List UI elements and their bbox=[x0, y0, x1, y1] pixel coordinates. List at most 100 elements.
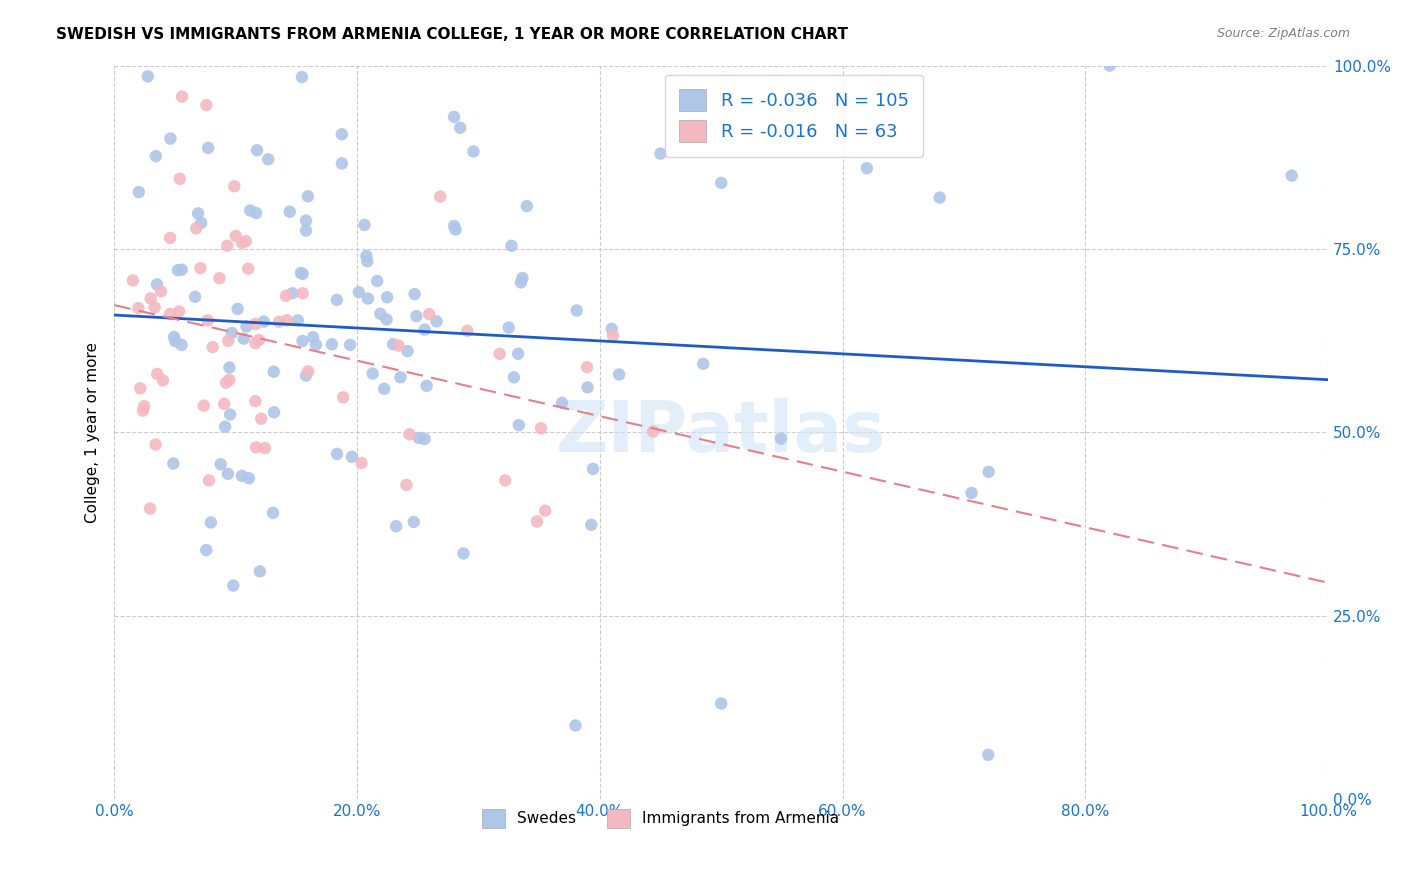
Point bbox=[195, 98, 218, 112]
Point bbox=[330, 128, 353, 142]
Point bbox=[650, 146, 672, 161]
Point bbox=[132, 403, 155, 417]
Point bbox=[163, 330, 186, 344]
Point bbox=[152, 373, 174, 387]
Point bbox=[508, 347, 530, 361]
Point bbox=[143, 300, 166, 314]
Point bbox=[165, 334, 187, 349]
Point bbox=[246, 143, 269, 157]
Point bbox=[960, 486, 983, 500]
Point bbox=[389, 370, 412, 384]
Point bbox=[167, 304, 190, 318]
Point bbox=[488, 347, 510, 361]
Point bbox=[413, 323, 436, 337]
Point bbox=[295, 368, 318, 383]
Point bbox=[449, 120, 471, 135]
Point bbox=[366, 274, 388, 288]
Point bbox=[263, 405, 285, 419]
Point bbox=[187, 206, 209, 220]
Point bbox=[576, 380, 599, 394]
Point bbox=[501, 239, 523, 253]
Point bbox=[375, 312, 398, 326]
Point bbox=[494, 474, 516, 488]
Point bbox=[159, 131, 181, 145]
Point bbox=[370, 307, 392, 321]
Point bbox=[402, 515, 425, 529]
Point bbox=[398, 427, 420, 442]
Point bbox=[297, 189, 319, 203]
Point bbox=[856, 161, 879, 176]
Point bbox=[169, 171, 191, 186]
Point bbox=[1098, 59, 1121, 73]
Point bbox=[253, 315, 276, 329]
Point bbox=[134, 399, 156, 413]
Point bbox=[305, 337, 328, 351]
Point bbox=[375, 290, 398, 304]
Point bbox=[231, 468, 253, 483]
Point bbox=[222, 578, 245, 592]
Point bbox=[162, 457, 184, 471]
Point bbox=[267, 315, 290, 329]
Point bbox=[238, 261, 260, 276]
Point bbox=[235, 234, 257, 248]
Point bbox=[209, 457, 232, 471]
Point bbox=[128, 185, 150, 199]
Point bbox=[278, 204, 301, 219]
Point bbox=[332, 390, 354, 404]
Point bbox=[564, 718, 586, 732]
Point bbox=[291, 286, 314, 301]
Text: Source: ZipAtlas.com: Source: ZipAtlas.com bbox=[1216, 27, 1350, 40]
Point bbox=[231, 235, 253, 250]
Point bbox=[456, 324, 478, 338]
Point bbox=[356, 249, 378, 263]
Point bbox=[576, 360, 599, 375]
Point bbox=[373, 382, 395, 396]
Point bbox=[426, 314, 449, 328]
Point bbox=[295, 213, 318, 227]
Point bbox=[385, 519, 408, 533]
Point bbox=[643, 425, 665, 439]
Text: ZIPatlas: ZIPatlas bbox=[557, 398, 886, 467]
Point bbox=[326, 447, 349, 461]
Point bbox=[145, 437, 167, 451]
Point bbox=[146, 277, 169, 292]
Point bbox=[350, 456, 373, 470]
Point bbox=[710, 697, 733, 711]
Point bbox=[159, 307, 181, 321]
Point bbox=[190, 261, 212, 276]
Point bbox=[245, 441, 267, 455]
Point bbox=[297, 364, 319, 378]
Point bbox=[291, 334, 314, 348]
Point bbox=[257, 153, 280, 167]
Point bbox=[1281, 169, 1303, 183]
Point bbox=[321, 337, 343, 351]
Point bbox=[769, 432, 792, 446]
Point bbox=[404, 287, 426, 301]
Point bbox=[503, 370, 526, 384]
Point bbox=[692, 357, 714, 371]
Point bbox=[276, 313, 298, 327]
Point bbox=[508, 418, 530, 433]
Point bbox=[221, 326, 243, 340]
Point bbox=[600, 322, 623, 336]
Point bbox=[217, 238, 239, 252]
Point bbox=[170, 89, 193, 103]
Point bbox=[139, 291, 162, 305]
Point bbox=[361, 367, 384, 381]
Point bbox=[218, 360, 240, 375]
Point bbox=[291, 70, 314, 84]
Point bbox=[159, 231, 181, 245]
Point bbox=[217, 334, 239, 348]
Point bbox=[418, 307, 440, 321]
Point bbox=[408, 431, 430, 445]
Point bbox=[287, 313, 309, 327]
Point bbox=[253, 441, 276, 455]
Point bbox=[330, 156, 353, 170]
Point bbox=[340, 450, 363, 464]
Point bbox=[281, 286, 304, 301]
Point bbox=[551, 396, 574, 410]
Point bbox=[225, 228, 247, 243]
Point bbox=[235, 319, 257, 334]
Point bbox=[443, 110, 465, 124]
Point bbox=[498, 320, 520, 334]
